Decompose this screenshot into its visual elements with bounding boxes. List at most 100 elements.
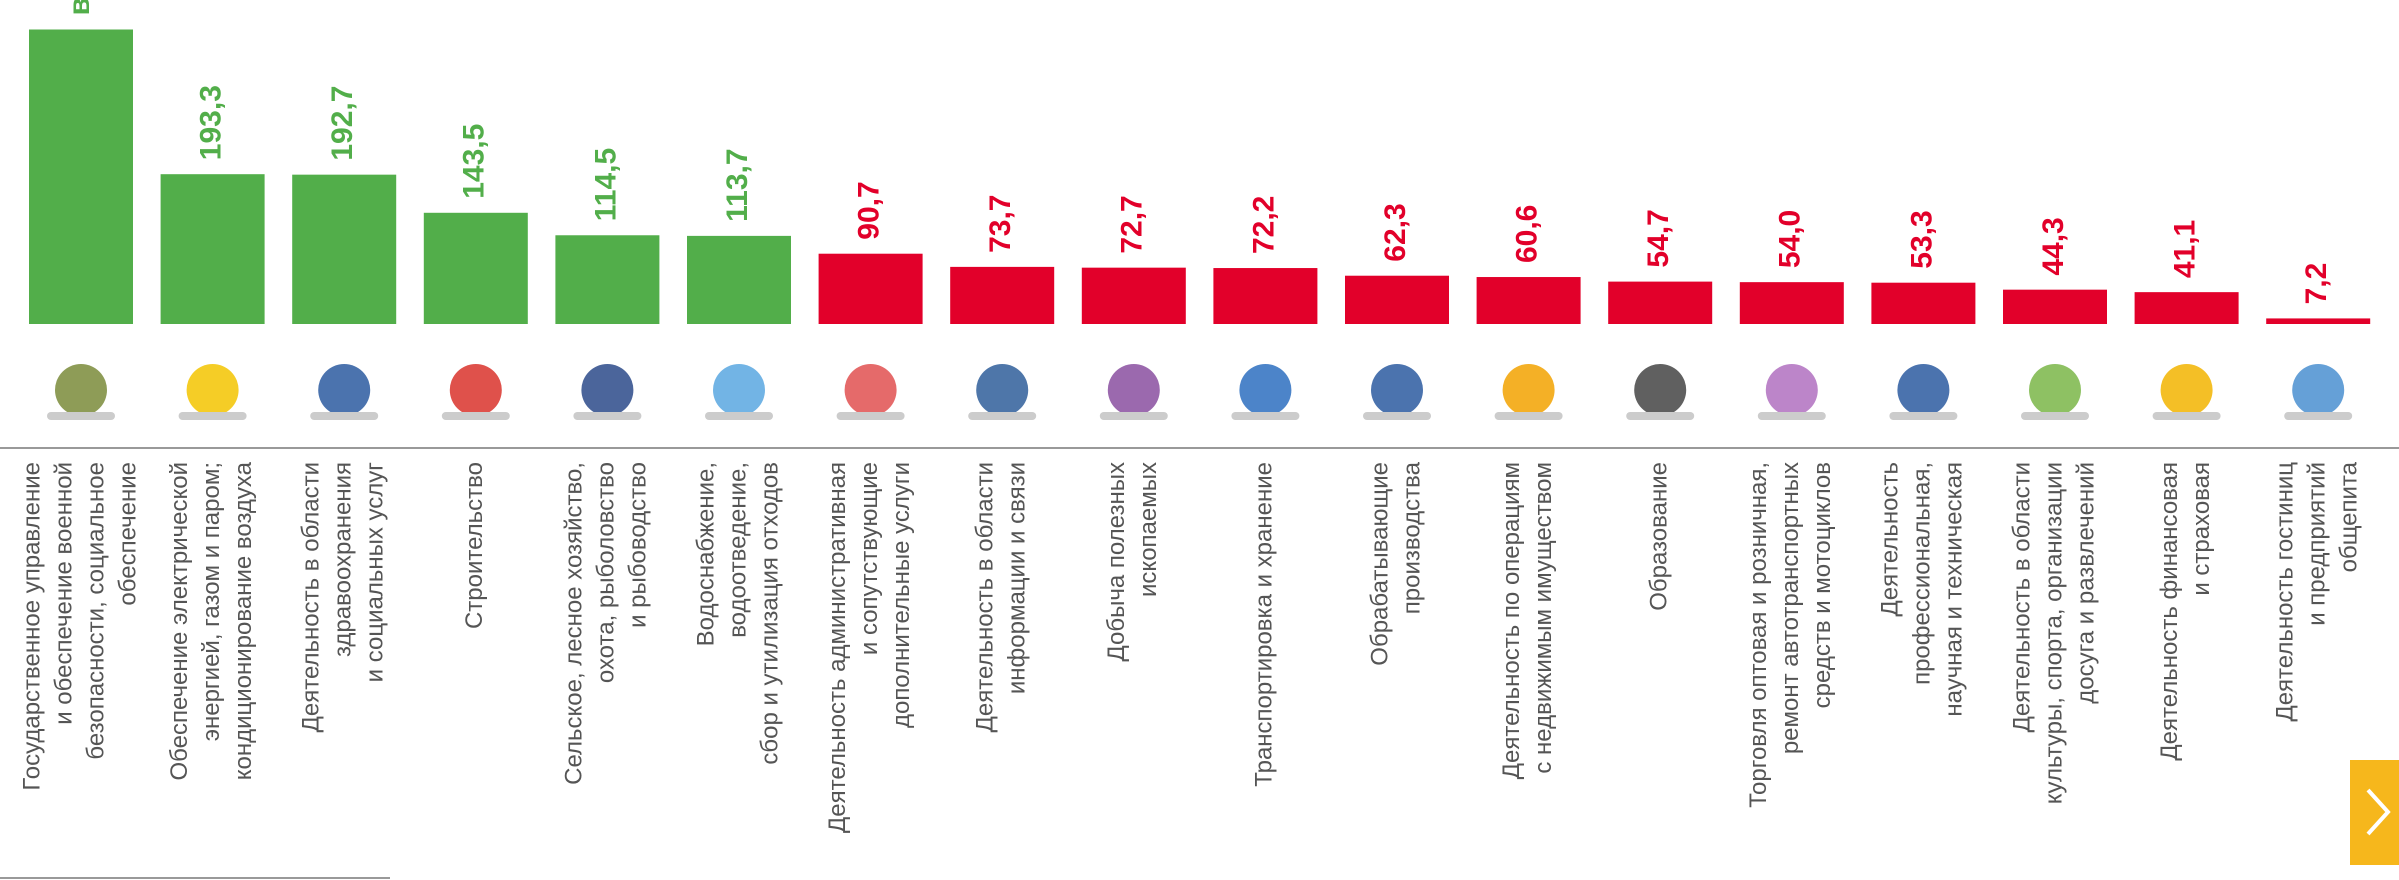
category-line: общепита — [2336, 461, 2363, 572]
value-label: 73,7 — [984, 194, 1017, 252]
value-label: 60,6 — [1511, 205, 1544, 263]
category-line: Образование — [1646, 462, 1673, 611]
category-line: водоотведение, — [724, 462, 751, 638]
category-line: Добыча полезных — [1103, 462, 1130, 662]
category-line: и сопутствующие — [856, 462, 883, 655]
category-line: дополнительные услуги — [888, 462, 915, 728]
category-line: Деятельность административная — [824, 462, 851, 833]
chevron — [2366, 788, 2391, 836]
value-label: 114,5 — [589, 148, 622, 221]
category-line: охота, рыболовство — [593, 462, 620, 683]
bar — [1871, 282, 1976, 324]
bar — [292, 174, 397, 324]
value-label: 44,3 — [2037, 217, 2070, 275]
icon — [1897, 364, 1950, 416]
category-line: культуры, спорта, организации — [2040, 462, 2067, 804]
icon-base — [2284, 412, 2353, 420]
icon — [1765, 364, 1818, 416]
category-line: кондиционирование воздуха — [230, 461, 257, 780]
category-line: здравоохранения — [330, 462, 357, 657]
icon-base — [1494, 412, 1563, 420]
category-line: профессиональная, — [1909, 462, 1936, 685]
category-line: и рыбоводство — [625, 462, 652, 628]
icon-base — [1231, 412, 1300, 420]
value-label: 41,1 — [2169, 220, 2202, 278]
category-line: сбор и утилизация отходов — [756, 462, 783, 765]
category-line: досуга и развлечений — [2072, 462, 2099, 704]
bar — [2134, 292, 2239, 324]
category-line: Деятельность — [1877, 462, 1904, 616]
category-line: и социальных услуг — [362, 462, 389, 683]
icon — [713, 364, 765, 416]
bar — [687, 235, 791, 324]
bar — [555, 235, 660, 324]
icon — [1371, 364, 1423, 416]
category-line: Водоснабжение, — [692, 462, 719, 646]
icon-base — [968, 412, 1037, 420]
category-line: и обеспечение военной — [50, 462, 77, 725]
category-label: Обеспечение электрической энергией, газом… — [166, 461, 257, 780]
category-line: с недвижимым имуществом — [1530, 462, 1557, 774]
bar — [29, 29, 133, 324]
category-line: Транспортировка и хранение — [1251, 462, 1278, 787]
icon-base — [1889, 412, 1958, 420]
value-label: 62,3 — [1379, 203, 1412, 261]
value-label: 143,5 — [458, 124, 491, 199]
icon-base — [441, 412, 510, 420]
category-line: ремонт автотранспортных — [1777, 462, 1804, 754]
category-label: Водоснабжение, водоотведение, сбор и утили… — [692, 462, 783, 765]
category-line: научная и техническая — [1941, 462, 1968, 717]
category-line: ископаемых — [1135, 462, 1162, 597]
bar — [423, 212, 528, 324]
category-line: Сельское, лесное хозяйство, — [561, 462, 588, 785]
value-label: 113,7 — [721, 148, 754, 221]
icon-base — [2021, 412, 2089, 420]
category-line: Деятельность по операциям — [1498, 462, 1525, 779]
bar — [1081, 267, 1186, 324]
category-line: Обрабатывающие — [1366, 462, 1393, 666]
category-label: Обрабатывающие производства — [1366, 461, 1425, 665]
category-line: производства — [1398, 461, 1425, 614]
category-label: Торговля оптовая и розничная, ремонт авто… — [1745, 462, 1836, 808]
bar — [1739, 282, 1844, 324]
value-label: 72,7 — [1116, 195, 1149, 253]
value-label: 7,2 — [2300, 263, 2333, 305]
value-label: в 3,8 р. — [63, 0, 96, 16]
category-label: Деятельность в области здравоохранения и с… — [298, 462, 389, 733]
value-label: 90,7 — [853, 181, 886, 239]
value-label: 193,3 — [195, 85, 228, 160]
icon — [2029, 364, 2081, 416]
icon — [449, 364, 502, 416]
category-line: Обеспечение электрической — [166, 462, 193, 781]
bar — [1476, 277, 1581, 324]
value-label: 72,2 — [1247, 196, 1280, 254]
value-label: 192,7 — [326, 86, 359, 161]
category-line: информации и связи — [1004, 462, 1031, 694]
icon — [186, 364, 239, 416]
icon — [581, 364, 634, 416]
icon — [1239, 364, 1292, 416]
icon-base — [1757, 412, 1826, 420]
bar — [950, 266, 1055, 324]
category-line: и страховая — [2188, 462, 2215, 596]
category-line: обеспечение — [114, 462, 141, 606]
category-line: Деятельность в области — [298, 462, 325, 732]
next-button[interactable] — [2350, 760, 2399, 865]
bar — [1345, 275, 1449, 324]
bar — [818, 253, 923, 324]
icon — [1634, 364, 1687, 416]
icon — [976, 364, 1029, 416]
icon-base — [1363, 412, 1431, 420]
bar — [2266, 318, 2371, 324]
value-label: 54,7 — [1642, 209, 1675, 267]
category-line: Деятельность в области — [2008, 462, 2035, 732]
category-line: Деятельность гостиниц — [2272, 462, 2299, 722]
bar — [1608, 281, 1713, 324]
icon-base — [2152, 412, 2221, 420]
category-line: средств и мотоциклов — [1809, 462, 1836, 708]
icon — [318, 364, 371, 416]
icon — [1502, 364, 1555, 416]
button-bg[interactable] — [2350, 760, 2399, 865]
category-label: Строительство — [461, 462, 488, 629]
